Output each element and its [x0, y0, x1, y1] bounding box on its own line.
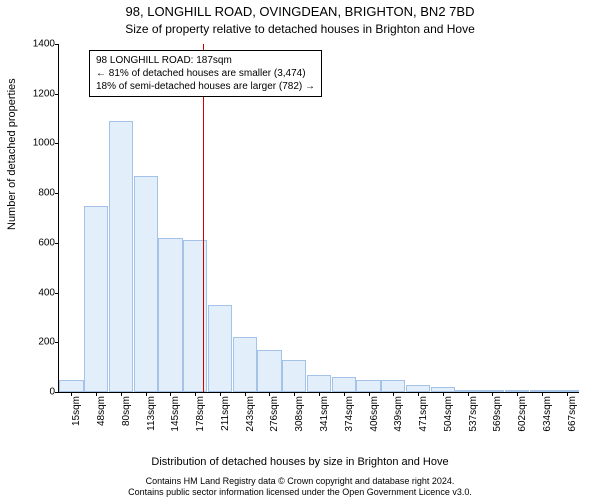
x-tick-label: 667sqm	[567, 396, 578, 432]
x-tick-mark	[220, 392, 221, 396]
y-tick-mark	[55, 293, 59, 294]
x-tick-label: 634sqm	[542, 396, 553, 432]
y-tick-mark	[55, 193, 59, 194]
histogram-bar	[59, 380, 83, 392]
x-tick-mark	[443, 392, 444, 396]
y-tick-mark	[55, 243, 59, 244]
x-tick-label: 145sqm	[170, 396, 181, 432]
x-tick-label: 341sqm	[319, 396, 330, 432]
x-tick-mark	[418, 392, 419, 396]
x-tick-mark	[170, 392, 171, 396]
histogram-bar	[208, 305, 232, 392]
x-tick-label: 276sqm	[269, 396, 280, 432]
histogram-bar	[381, 380, 405, 392]
y-tick-mark	[55, 392, 59, 393]
x-tick-mark	[517, 392, 518, 396]
annotation-box: 98 LONGHILL ROAD: 187sqm ← 81% of detach…	[89, 50, 322, 97]
x-tick-mark	[245, 392, 246, 396]
x-axis-label: Distribution of detached houses by size …	[0, 456, 600, 468]
histogram-bar	[183, 240, 207, 392]
x-tick-label: 308sqm	[294, 396, 305, 432]
x-tick-label: 211sqm	[220, 396, 231, 431]
histogram-bar	[356, 380, 380, 392]
histogram-chart: 98, LONGHILL ROAD, OVINGDEAN, BRIGHTON, …	[0, 0, 600, 500]
y-tick-label: 1200	[33, 88, 55, 99]
footer-attribution: Contains HM Land Registry data © Crown c…	[0, 476, 600, 498]
x-tick-label: 178sqm	[195, 396, 206, 432]
y-axis-label: Number of detached properties	[6, 78, 18, 230]
x-tick-mark	[492, 392, 493, 396]
y-tick-label: 200	[38, 337, 55, 348]
footer-line1: Contains HM Land Registry data © Crown c…	[0, 476, 600, 487]
x-tick-mark	[542, 392, 543, 396]
histogram-bar	[257, 350, 281, 392]
x-tick-label: 48sqm	[96, 396, 107, 426]
footer-line2: Contains public sector information licen…	[0, 487, 600, 498]
y-tick-mark	[55, 342, 59, 343]
x-tick-label: 15sqm	[71, 396, 82, 426]
histogram-bar	[84, 206, 108, 392]
histogram-bar	[158, 238, 182, 392]
histogram-bar	[109, 121, 133, 392]
x-tick-mark	[71, 392, 72, 396]
x-tick-label: 569sqm	[492, 396, 503, 432]
x-tick-mark	[121, 392, 122, 396]
x-tick-mark	[294, 392, 295, 396]
x-tick-mark	[195, 392, 196, 396]
histogram-bar	[406, 385, 430, 392]
annot-line2: ← 81% of detached houses are smaller (3,…	[96, 67, 315, 80]
x-tick-mark	[344, 392, 345, 396]
y-tick-mark	[55, 143, 59, 144]
x-tick-mark	[319, 392, 320, 396]
chart-title-address: 98, LONGHILL ROAD, OVINGDEAN, BRIGHTON, …	[0, 4, 600, 19]
x-tick-label: 406sqm	[369, 396, 380, 432]
x-tick-mark	[468, 392, 469, 396]
histogram-bar	[233, 337, 257, 392]
x-tick-label: 374sqm	[344, 396, 355, 432]
annot-line1: 98 LONGHILL ROAD: 187sqm	[96, 54, 315, 67]
x-tick-label: 243sqm	[245, 396, 256, 432]
histogram-bar	[332, 377, 356, 392]
histogram-bar	[134, 176, 158, 392]
chart-subtitle: Size of property relative to detached ho…	[0, 22, 600, 36]
x-tick-label: 471sqm	[418, 396, 429, 432]
x-tick-label: 602sqm	[517, 396, 528, 432]
annot-line3: 18% of semi-detached houses are larger (…	[96, 80, 315, 93]
histogram-bar	[282, 360, 306, 392]
x-tick-mark	[369, 392, 370, 396]
x-tick-label: 537sqm	[468, 396, 479, 432]
x-tick-label: 113sqm	[146, 396, 157, 431]
y-tick-label: 600	[38, 237, 55, 248]
y-tick-mark	[55, 94, 59, 95]
plot-area: 020040060080010001200140015sqm48sqm80sqm…	[58, 44, 579, 393]
y-tick-label: 1000	[33, 138, 55, 149]
histogram-bar	[307, 375, 331, 392]
x-tick-mark	[567, 392, 568, 396]
y-tick-label: 800	[38, 188, 55, 199]
x-tick-label: 504sqm	[443, 396, 454, 432]
x-tick-mark	[96, 392, 97, 396]
x-tick-label: 80sqm	[121, 396, 132, 426]
x-tick-mark	[146, 392, 147, 396]
x-tick-mark	[269, 392, 270, 396]
x-tick-mark	[393, 392, 394, 396]
y-tick-label: 400	[38, 287, 55, 298]
x-tick-label: 439sqm	[393, 396, 404, 432]
y-tick-mark	[55, 44, 59, 45]
y-tick-label: 1400	[33, 39, 55, 50]
